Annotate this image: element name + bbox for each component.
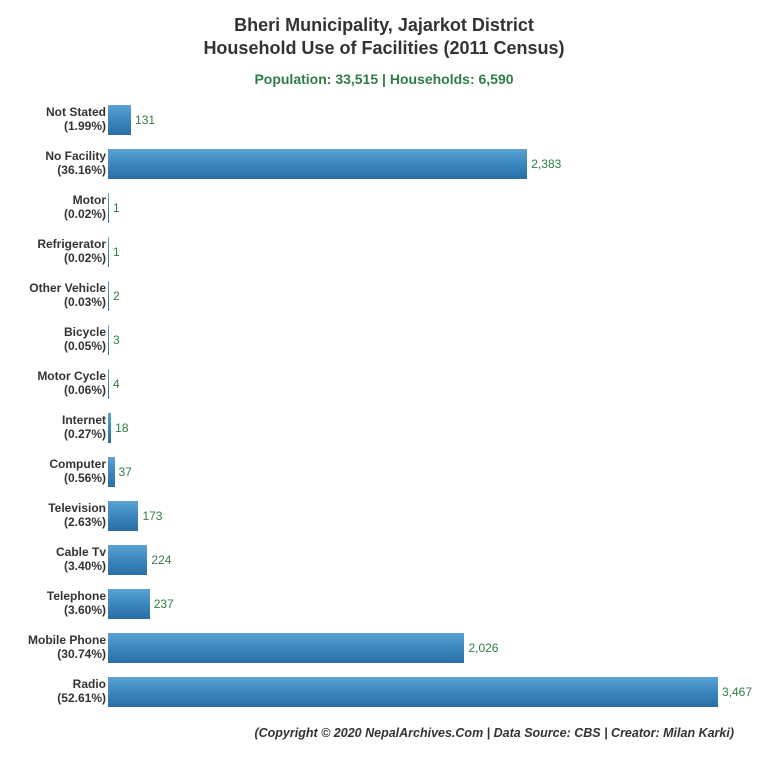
bar [108,369,109,399]
bar-row: Bicycle(0.05%) 3 [0,318,768,362]
value-label: 37 [119,465,132,479]
value-label: 237 [154,597,174,611]
category-label: Other Vehicle(0.03%) [0,282,106,310]
bar-row: Radio(52.61%) 3,467 [0,670,768,714]
title-line-1: Bheri Municipality, Jajarkot District [0,14,768,37]
bar-row: Mobile Phone(30.74%) 2,026 [0,626,768,670]
bar-row: Other Vehicle(0.03%) 2 [0,274,768,318]
category-label: Bicycle(0.05%) [0,326,106,354]
value-label: 1 [113,245,120,259]
bar [108,281,109,311]
bar [108,413,111,443]
category-label: No Facility(36.16%) [0,150,106,178]
category-label: Motor Cycle(0.06%) [0,370,106,398]
value-label: 1 [113,201,120,215]
bar-row: Motor Cycle(0.06%) 4 [0,362,768,406]
value-label: 131 [135,113,155,127]
bar-row: Not Stated(1.99%) 131 [0,98,768,142]
bar-chart: Not Stated(1.99%)131No Facility(36.16%)2… [0,98,768,718]
bar [108,325,109,355]
value-label: 173 [142,509,162,523]
value-label: 2,026 [468,641,498,655]
category-label: Refrigerator(0.02%) [0,238,106,266]
category-label: Mobile Phone(30.74%) [0,634,106,662]
chart-footer: (Copyright © 2020 NepalArchives.Com | Da… [254,726,734,740]
value-label: 18 [115,421,128,435]
bar-row: Telephone(3.60%) 237 [0,582,768,626]
bar-row: Television(2.63%) 173 [0,494,768,538]
bar-row: No Facility(36.16%) 2,383 [0,142,768,186]
value-label: 2,383 [531,157,561,171]
value-label: 3,467 [722,685,752,699]
value-label: 2 [113,289,120,303]
chart-subtitle: Population: 33,515 | Households: 6,590 [0,71,768,87]
bar-row: Computer(0.56%) 37 [0,450,768,494]
bar-row: Refrigerator(0.02%) 1 [0,230,768,274]
bar [108,501,138,531]
bar-row: Internet(0.27%) 18 [0,406,768,450]
category-label: Not Stated(1.99%) [0,106,106,134]
title-line-2: Household Use of Facilities (2011 Census… [0,37,768,60]
bar [108,237,109,267]
bar [108,457,115,487]
bar [108,193,109,223]
category-label: Motor(0.02%) [0,194,106,222]
category-label: Television(2.63%) [0,502,106,530]
category-label: Computer(0.56%) [0,458,106,486]
value-label: 224 [151,553,171,567]
category-label: Cable Tv(3.40%) [0,546,106,574]
bar [108,545,147,575]
category-label: Internet(0.27%) [0,414,106,442]
bar [108,589,150,619]
bar-row: Cable Tv(3.40%) 224 [0,538,768,582]
bar [108,633,464,663]
bar [108,105,131,135]
chart-title: Bheri Municipality, Jajarkot District Ho… [0,0,768,61]
category-label: Radio(52.61%) [0,678,106,706]
value-label: 4 [113,377,120,391]
category-label: Telephone(3.60%) [0,590,106,618]
bar [108,677,718,707]
bar-row: Motor(0.02%) 1 [0,186,768,230]
bar [108,149,527,179]
value-label: 3 [113,333,120,347]
